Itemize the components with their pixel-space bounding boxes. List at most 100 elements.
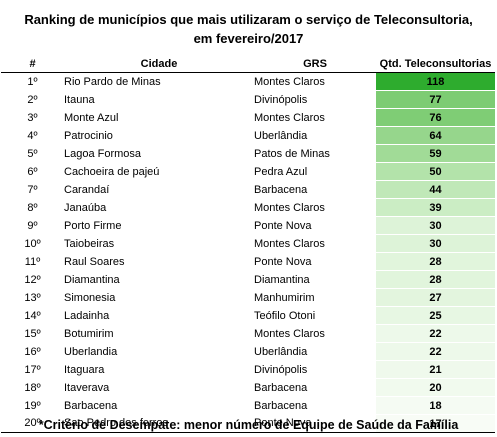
city-cell: Itauna: [64, 90, 254, 109]
rank-cell: 9º: [1, 216, 64, 235]
city-cell: Porto Firme: [64, 216, 254, 235]
grs-cell: Patos de Minas: [254, 144, 376, 163]
table-row: 16º Uberlandia Uberlândia 22: [1, 342, 495, 361]
qty-cell: 44: [376, 180, 495, 199]
city-cell: Taiobeiras: [64, 234, 254, 253]
rank-cell: 6º: [1, 162, 64, 181]
grs-cell: Divinópolis: [254, 360, 376, 379]
rank-cell: 1º: [1, 72, 64, 91]
rank-cell: 2º: [1, 90, 64, 109]
city-cell: Diamantina: [64, 270, 254, 289]
qty-cell: 27: [376, 288, 495, 307]
qty-cell: 30: [376, 216, 495, 235]
rank-cell: 14º: [1, 306, 64, 325]
grs-cell: Barbacena: [254, 180, 376, 199]
rank-cell: 12º: [1, 270, 64, 289]
qty-cell: 28: [376, 252, 495, 271]
city-cell: Raul Soares: [64, 252, 254, 271]
grs-cell: Teófilo Otoni: [254, 306, 376, 325]
header-rank: #: [1, 56, 64, 73]
qty-cell: 22: [376, 342, 495, 361]
qty-cell: 22: [376, 324, 495, 343]
grs-cell: Barbacena: [254, 378, 376, 397]
table-row: 9º Porto Firme Ponte Nova 30: [1, 216, 495, 235]
city-cell: Itaguara: [64, 360, 254, 379]
city-cell: Rio Pardo de Minas: [64, 72, 254, 91]
table-row: 6º Cachoeira de pajeú Pedra Azul 50: [1, 162, 495, 181]
city-cell: Janaúba: [64, 198, 254, 217]
table-row: 13º Simonesia Manhumirim 27: [1, 288, 495, 307]
table-row: 11º Raul Soares Ponte Nova 28: [1, 252, 495, 271]
city-cell: Barbacena: [64, 396, 254, 415]
city-cell: Cachoeira de pajeú: [64, 162, 254, 181]
city-cell: Carandaí: [64, 180, 254, 199]
tiebreak-footnote: *Critério de Desempate: menor número de …: [38, 418, 459, 432]
grs-cell: Barbacena: [254, 396, 376, 415]
table-row: 18º Itaverava Barbacena 20: [1, 378, 495, 397]
city-cell: Itaverava: [64, 378, 254, 397]
qty-cell: 77: [376, 90, 495, 109]
header-city: Cidade: [64, 56, 254, 73]
qty-cell: 30: [376, 234, 495, 253]
table-row: 19º Barbacena Barbacena 18: [1, 396, 495, 415]
qty-cell: 17: [376, 414, 495, 433]
report-title-line-2: em fevereiro/2017: [193, 31, 304, 46]
grs-cell: Montes Claros: [254, 198, 376, 217]
qty-cell: 76: [376, 108, 495, 127]
qty-cell: 18: [376, 396, 495, 415]
ranking-table: # Cidade GRS Qtd. Teleconsultorias 1º Rio…: [1, 56, 495, 433]
grs-cell: Divinópolis: [254, 90, 376, 109]
grs-cell: Ponte Nova: [254, 216, 376, 235]
table-row: 17º Itaguara Divinópolis 21: [1, 360, 495, 379]
qty-cell: 118: [376, 72, 495, 91]
rank-cell: 3º: [1, 108, 64, 127]
table-row: 15º Botumirim Montes Claros 22: [1, 324, 495, 343]
city-cell: Lagoa Formosa: [64, 144, 254, 163]
table-row: 4º Patrocinio Uberlândia 64: [1, 126, 495, 145]
qty-cell: 39: [376, 198, 495, 217]
grs-cell: Uberlândia: [254, 342, 376, 361]
rank-cell: 10º: [1, 234, 64, 253]
rank-cell: 19º: [1, 396, 64, 415]
qty-cell: 25: [376, 306, 495, 325]
rank-cell: 7º: [1, 180, 64, 199]
rank-cell: 20º: [1, 414, 64, 433]
rank-cell: 11º: [1, 252, 64, 271]
rank-cell: 8º: [1, 198, 64, 217]
header-grs: GRS: [254, 56, 376, 73]
grs-cell: Montes Claros: [254, 234, 376, 253]
rank-cell: 18º: [1, 378, 64, 397]
rank-cell: 16º: [1, 342, 64, 361]
table-row: 14º Ladainha Teófilo Otoni 25: [1, 306, 495, 325]
city-cell: Patrocinio: [64, 126, 254, 145]
qty-cell: 20: [376, 378, 495, 397]
qty-cell: 28: [376, 270, 495, 289]
city-cell: Sao Pedro dos ferros: [64, 414, 254, 433]
qty-cell: 50: [376, 162, 495, 181]
table-row: 3º Monte Azul Montes Claros 76: [1, 108, 495, 127]
table-row: 8º Janaúba Montes Claros 39: [1, 198, 495, 217]
city-cell: Uberlandia: [64, 342, 254, 361]
ranking-table-body: 1º Rio Pardo de Minas Montes Claros 118 2º It…: [1, 72, 495, 433]
table-row: 5º Lagoa Formosa Patos de Minas 59: [1, 144, 495, 163]
grs-cell: Uberlândia: [254, 126, 376, 145]
rank-cell: 13º: [1, 288, 64, 307]
table-row: 20º Sao Pedro dos ferros Ponte Nova 17: [1, 414, 495, 433]
city-cell: Ladainha: [64, 306, 254, 325]
table-row: 7º Carandaí Barbacena 44: [1, 180, 495, 199]
city-cell: Botumirim: [64, 324, 254, 343]
grs-cell: Ponte Nova: [254, 414, 376, 433]
grs-cell: Ponte Nova: [254, 252, 376, 271]
city-cell: Monte Azul: [64, 108, 254, 127]
table-header-row: # Cidade GRS Qtd. Teleconsultorias: [1, 56, 495, 73]
table-row: 10º Taiobeiras Montes Claros 30: [1, 234, 495, 253]
grs-cell: Pedra Azul: [254, 162, 376, 181]
report-title: Ranking de municípios que mais utilizara…: [0, 10, 497, 48]
qty-cell: 21: [376, 360, 495, 379]
table-row: 2º Itauna Divinópolis 77: [1, 90, 495, 109]
rank-cell: 5º: [1, 144, 64, 163]
city-cell: Simonesia: [64, 288, 254, 307]
grs-cell: Diamantina: [254, 270, 376, 289]
header-qty: Qtd. Teleconsultorias: [376, 56, 495, 73]
grs-cell: Montes Claros: [254, 324, 376, 343]
